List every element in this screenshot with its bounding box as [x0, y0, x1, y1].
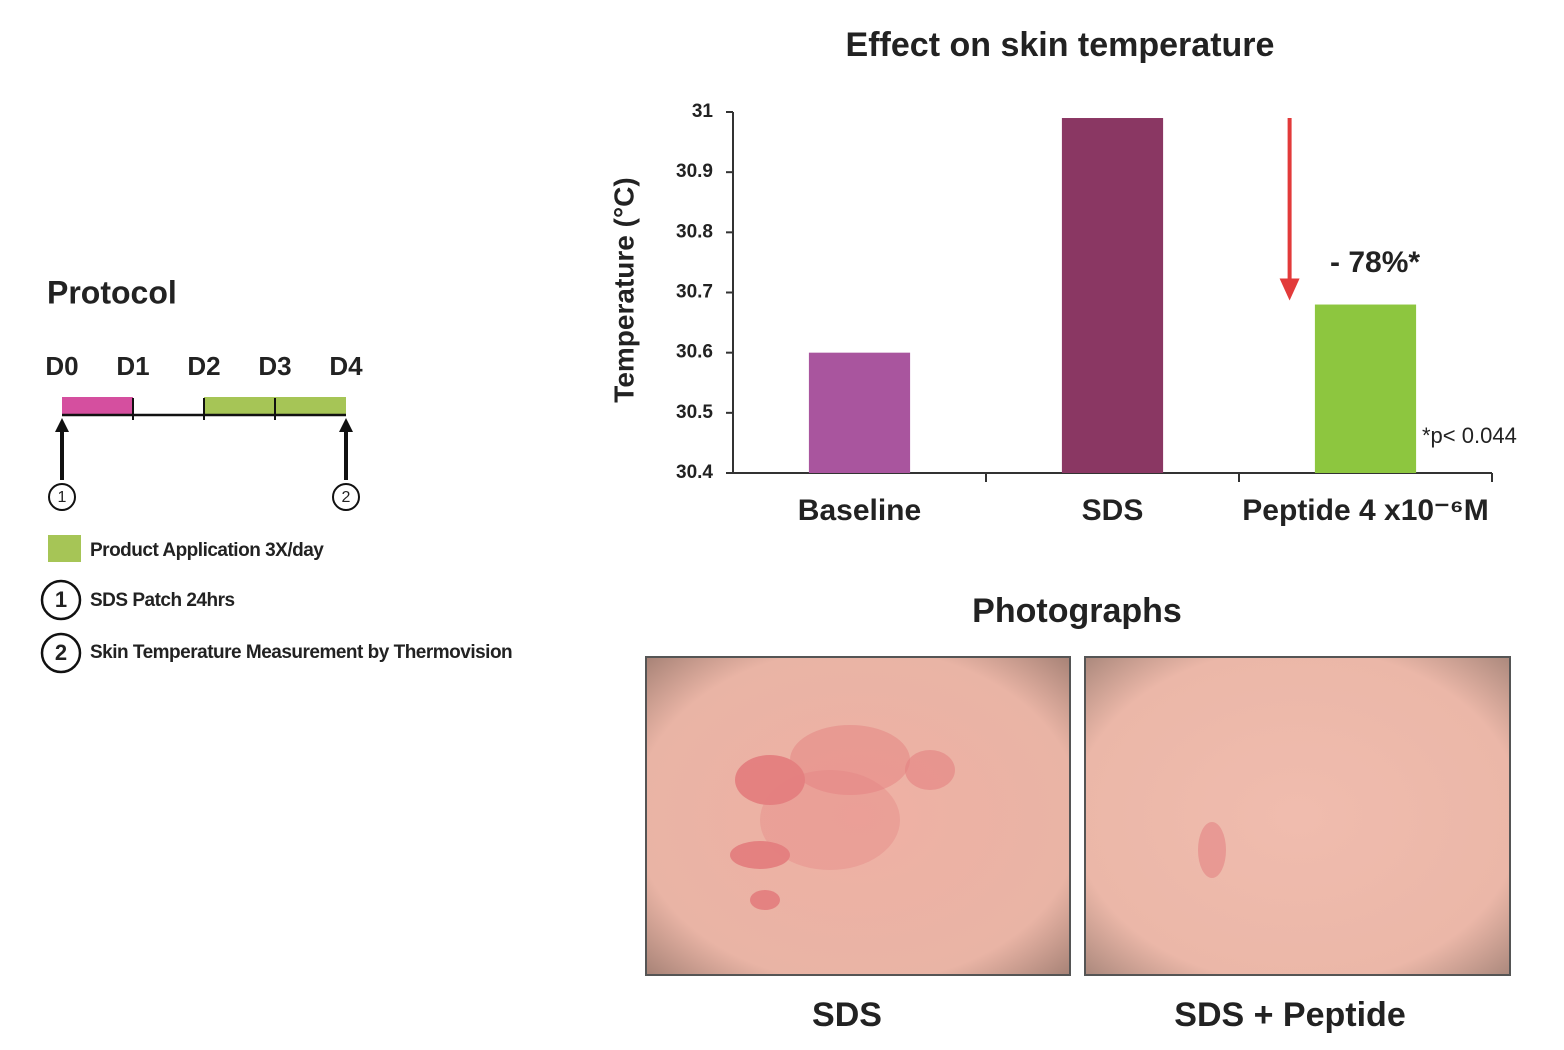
legend-circle: [40, 632, 82, 674]
photo-caption: SDS: [812, 996, 882, 1034]
annotation: - 78%*: [1330, 246, 1420, 279]
marker: 2: [342, 489, 351, 506]
legend-swatch: [48, 535, 81, 562]
y-tick-label: 30.4: [676, 462, 713, 483]
marker-circle: [48, 483, 76, 511]
chart-title: Effect on skin temperature: [846, 26, 1275, 64]
irritation: [730, 725, 955, 910]
x-tick-label: Baseline: [798, 494, 921, 527]
legend-text: Skin Temperature Measurement by Thermovi…: [90, 642, 512, 663]
legend-text: SDS Patch 24hrs: [90, 590, 235, 611]
bar: [1061, 118, 1164, 474]
day-label: D2: [187, 351, 220, 381]
y-axis-label: Temperature (°C): [608, 177, 639, 402]
photo-caption: SDS + Peptide: [1174, 996, 1405, 1034]
photo-sds-peptide: [1084, 656, 1511, 976]
photographs-title: Photographs: [972, 592, 1182, 630]
y-tick-label: 31: [692, 101, 714, 122]
footnote: *p< 0.044: [1422, 423, 1517, 448]
x-tick-label: SDS: [1082, 494, 1144, 527]
y-tick-label: 30.5: [676, 402, 713, 423]
protocol-timeline: 1 2 Product Application 3X/day 1 SDS Pat…: [40, 397, 513, 674]
legend-symbol: 2: [55, 640, 67, 665]
marker-circle: [332, 483, 360, 511]
arrow-head: [339, 418, 353, 432]
day-label: D4: [329, 351, 363, 381]
bar: [808, 352, 911, 473]
sds-period: [62, 397, 133, 415]
irritation: [1198, 822, 1226, 878]
reduction-arrow-head: [1279, 278, 1300, 301]
legend-symbol: 1: [55, 587, 67, 612]
legend-text: Product Application 3X/day: [90, 540, 324, 561]
day-label: D3: [258, 351, 291, 381]
y-tick-label: 30.7: [676, 282, 713, 303]
y-tick-label: 30.9: [676, 161, 713, 182]
bar: [1314, 304, 1417, 473]
day-label: D0: [45, 351, 78, 381]
marker: 1: [58, 489, 67, 506]
y-tick-label: 30.8: [676, 221, 713, 242]
day-label: D1: [116, 351, 149, 381]
legend-circle: [40, 579, 82, 621]
x-tick-label: Peptide 4 x10⁻⁶M: [1242, 494, 1488, 527]
arrow-head: [55, 418, 69, 432]
protocol-title: Protocol: [47, 274, 177, 310]
y-tick-label: 30.6: [676, 342, 713, 363]
photo-sds: [645, 656, 1071, 976]
